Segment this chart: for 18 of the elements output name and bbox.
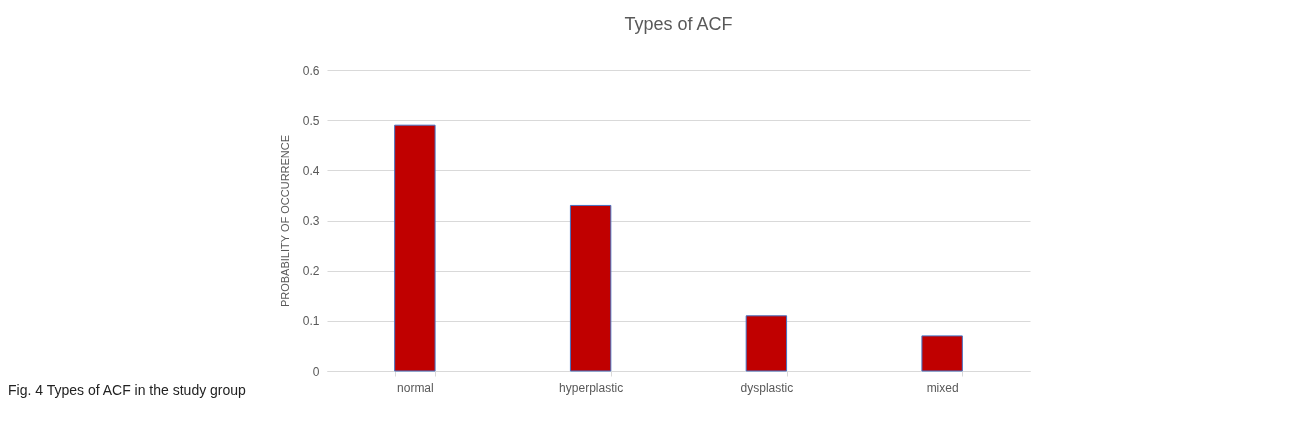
bar [569, 204, 612, 372]
y-tick-label: 0.1 [302, 314, 320, 329]
y-tick-label: 0.3 [302, 214, 320, 228]
y-tick-label: 0.5 [302, 113, 320, 128]
y-tick-label: 0.2 [302, 264, 320, 279]
caption: Fig. 4 Types of ACF in the study group [8, 382, 246, 398]
y-tick-label: 0 [312, 364, 320, 379]
x-tick-label: dysplastic [740, 380, 794, 395]
x-tick-label: mixed [926, 380, 959, 395]
x-tick-label: normal [397, 380, 434, 395]
y-axis-title: PROBABILITY OF OCCURRENCE [278, 134, 291, 308]
bar [745, 315, 788, 372]
y-tick-label: 0.4 [302, 163, 320, 178]
chart-title: Types of ACF [624, 14, 733, 34]
y-tick-label: 0.6 [302, 63, 320, 78]
bar [394, 124, 436, 372]
x-tick-label: hyperplastic [559, 380, 624, 395]
bar [921, 335, 963, 372]
